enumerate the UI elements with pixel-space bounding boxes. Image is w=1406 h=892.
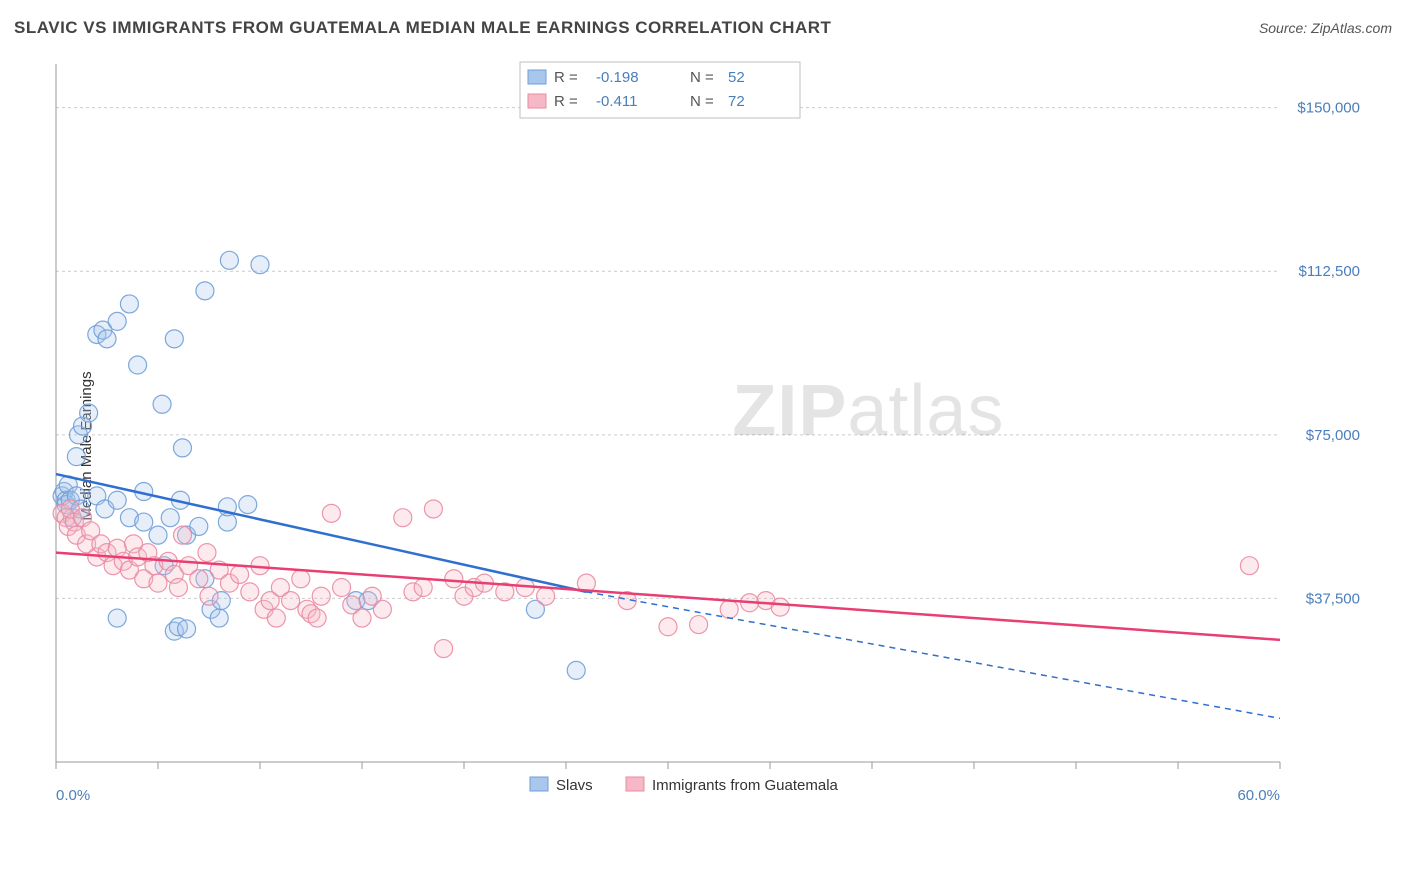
scatter-point-guatemala <box>322 504 340 522</box>
scatter-point-guatemala <box>282 592 300 610</box>
y-tick-label: $150,000 <box>1297 100 1360 117</box>
scatter-point-slavs <box>239 496 257 514</box>
scatter-point-slavs <box>129 356 147 374</box>
legend-r-value: -0.198 <box>596 69 639 86</box>
scatter-point-guatemala <box>1240 557 1258 575</box>
scatter-point-slavs <box>165 330 183 348</box>
legend-r-label: R = <box>554 93 578 110</box>
scatter-point-slavs <box>161 509 179 527</box>
scatter-point-slavs <box>108 609 126 627</box>
scatter-point-slavs <box>67 448 85 466</box>
legend-series-label: Slavs <box>556 777 593 794</box>
scatter-point-guatemala <box>198 544 216 562</box>
y-tick-label: $37,500 <box>1306 590 1360 607</box>
legend-swatch <box>530 777 548 791</box>
scatter-point-slavs <box>196 282 214 300</box>
legend-n-value: 72 <box>728 93 745 110</box>
scatter-point-slavs <box>98 330 116 348</box>
scatter-point-slavs <box>220 251 238 269</box>
x-tick-label: 0.0% <box>56 787 90 804</box>
scatter-point-guatemala <box>373 600 391 618</box>
chart-title: SLAVIC VS IMMIGRANTS FROM GUATEMALA MEDI… <box>14 18 831 38</box>
legend-series-label: Immigrants from Guatemala <box>652 777 839 794</box>
scatter-point-guatemala <box>435 640 453 658</box>
legend-series: Slavs Immigrants from Guatemala <box>530 777 839 794</box>
scatter-point-guatemala <box>353 609 371 627</box>
scatter-point-guatemala <box>659 618 677 636</box>
legend-swatch <box>528 94 546 108</box>
scatter-point-slavs <box>178 620 196 638</box>
scatter-point-guatemala <box>690 616 708 634</box>
scatter-point-slavs <box>135 513 153 531</box>
scatter-point-guatemala <box>173 526 191 544</box>
scatter-point-guatemala <box>537 587 555 605</box>
x-tick-label: 60.0% <box>1237 787 1280 804</box>
scatter-point-slavs <box>210 609 228 627</box>
scatter-point-guatemala <box>169 579 187 597</box>
scatter-point-guatemala <box>424 500 442 518</box>
plot-area: $37,500 $75,000 $112,500 $150,000 0.0% 60.0% Z… <box>50 60 1370 810</box>
scatter-point-guatemala <box>292 570 310 588</box>
y-tick-label: $75,000 <box>1306 427 1360 444</box>
scatter-point-guatemala <box>445 570 463 588</box>
scatter-point-slavs <box>173 439 191 457</box>
legend-n-label: N = <box>690 93 714 110</box>
scatter-point-guatemala <box>333 579 351 597</box>
header: SLAVIC VS IMMIGRANTS FROM GUATEMALA MEDI… <box>14 18 1392 38</box>
scatter-point-guatemala <box>308 609 326 627</box>
scatter-point-guatemala <box>720 600 738 618</box>
scatter-point-guatemala <box>231 565 249 583</box>
scatter-point-slavs <box>80 404 98 422</box>
legend-correlation: R = -0.198 N = 52 R = -0.411 N = 72 <box>520 62 800 118</box>
scatter-point-guatemala <box>267 609 285 627</box>
regression-ext-slavs <box>586 592 1280 719</box>
scatter-point-guatemala <box>312 587 330 605</box>
source-label: Source: ZipAtlas.com <box>1259 20 1392 36</box>
scatter-point-guatemala <box>241 583 259 601</box>
scatter-point-guatemala <box>190 570 208 588</box>
scatter-point-slavs <box>108 312 126 330</box>
scatter-point-slavs <box>149 526 167 544</box>
scatter-point-slavs <box>251 256 269 274</box>
scatter-point-guatemala <box>771 598 789 616</box>
scatter-point-guatemala <box>200 587 218 605</box>
legend-r-value: -0.411 <box>596 93 637 110</box>
y-tick-label: $112,500 <box>1299 263 1360 280</box>
scatter-point-guatemala <box>394 509 412 527</box>
scatter-point-slavs <box>190 517 208 535</box>
watermark: ZIPatlas <box>732 371 1004 451</box>
scatter-point-slavs <box>120 295 138 313</box>
scatter-point-slavs <box>567 661 585 679</box>
legend-n-label: N = <box>690 69 714 86</box>
scatter-point-guatemala <box>414 579 432 597</box>
scatter-point-slavs <box>108 491 126 509</box>
legend-swatch <box>626 777 644 791</box>
legend-r-label: R = <box>554 69 578 86</box>
scatter-point-slavs <box>153 395 171 413</box>
scatter-point-guatemala <box>149 574 167 592</box>
legend-swatch <box>528 70 546 84</box>
legend-n-value: 52 <box>728 69 745 86</box>
chart-svg: $37,500 $75,000 $112,500 $150,000 0.0% 60.0% Z… <box>50 60 1370 810</box>
